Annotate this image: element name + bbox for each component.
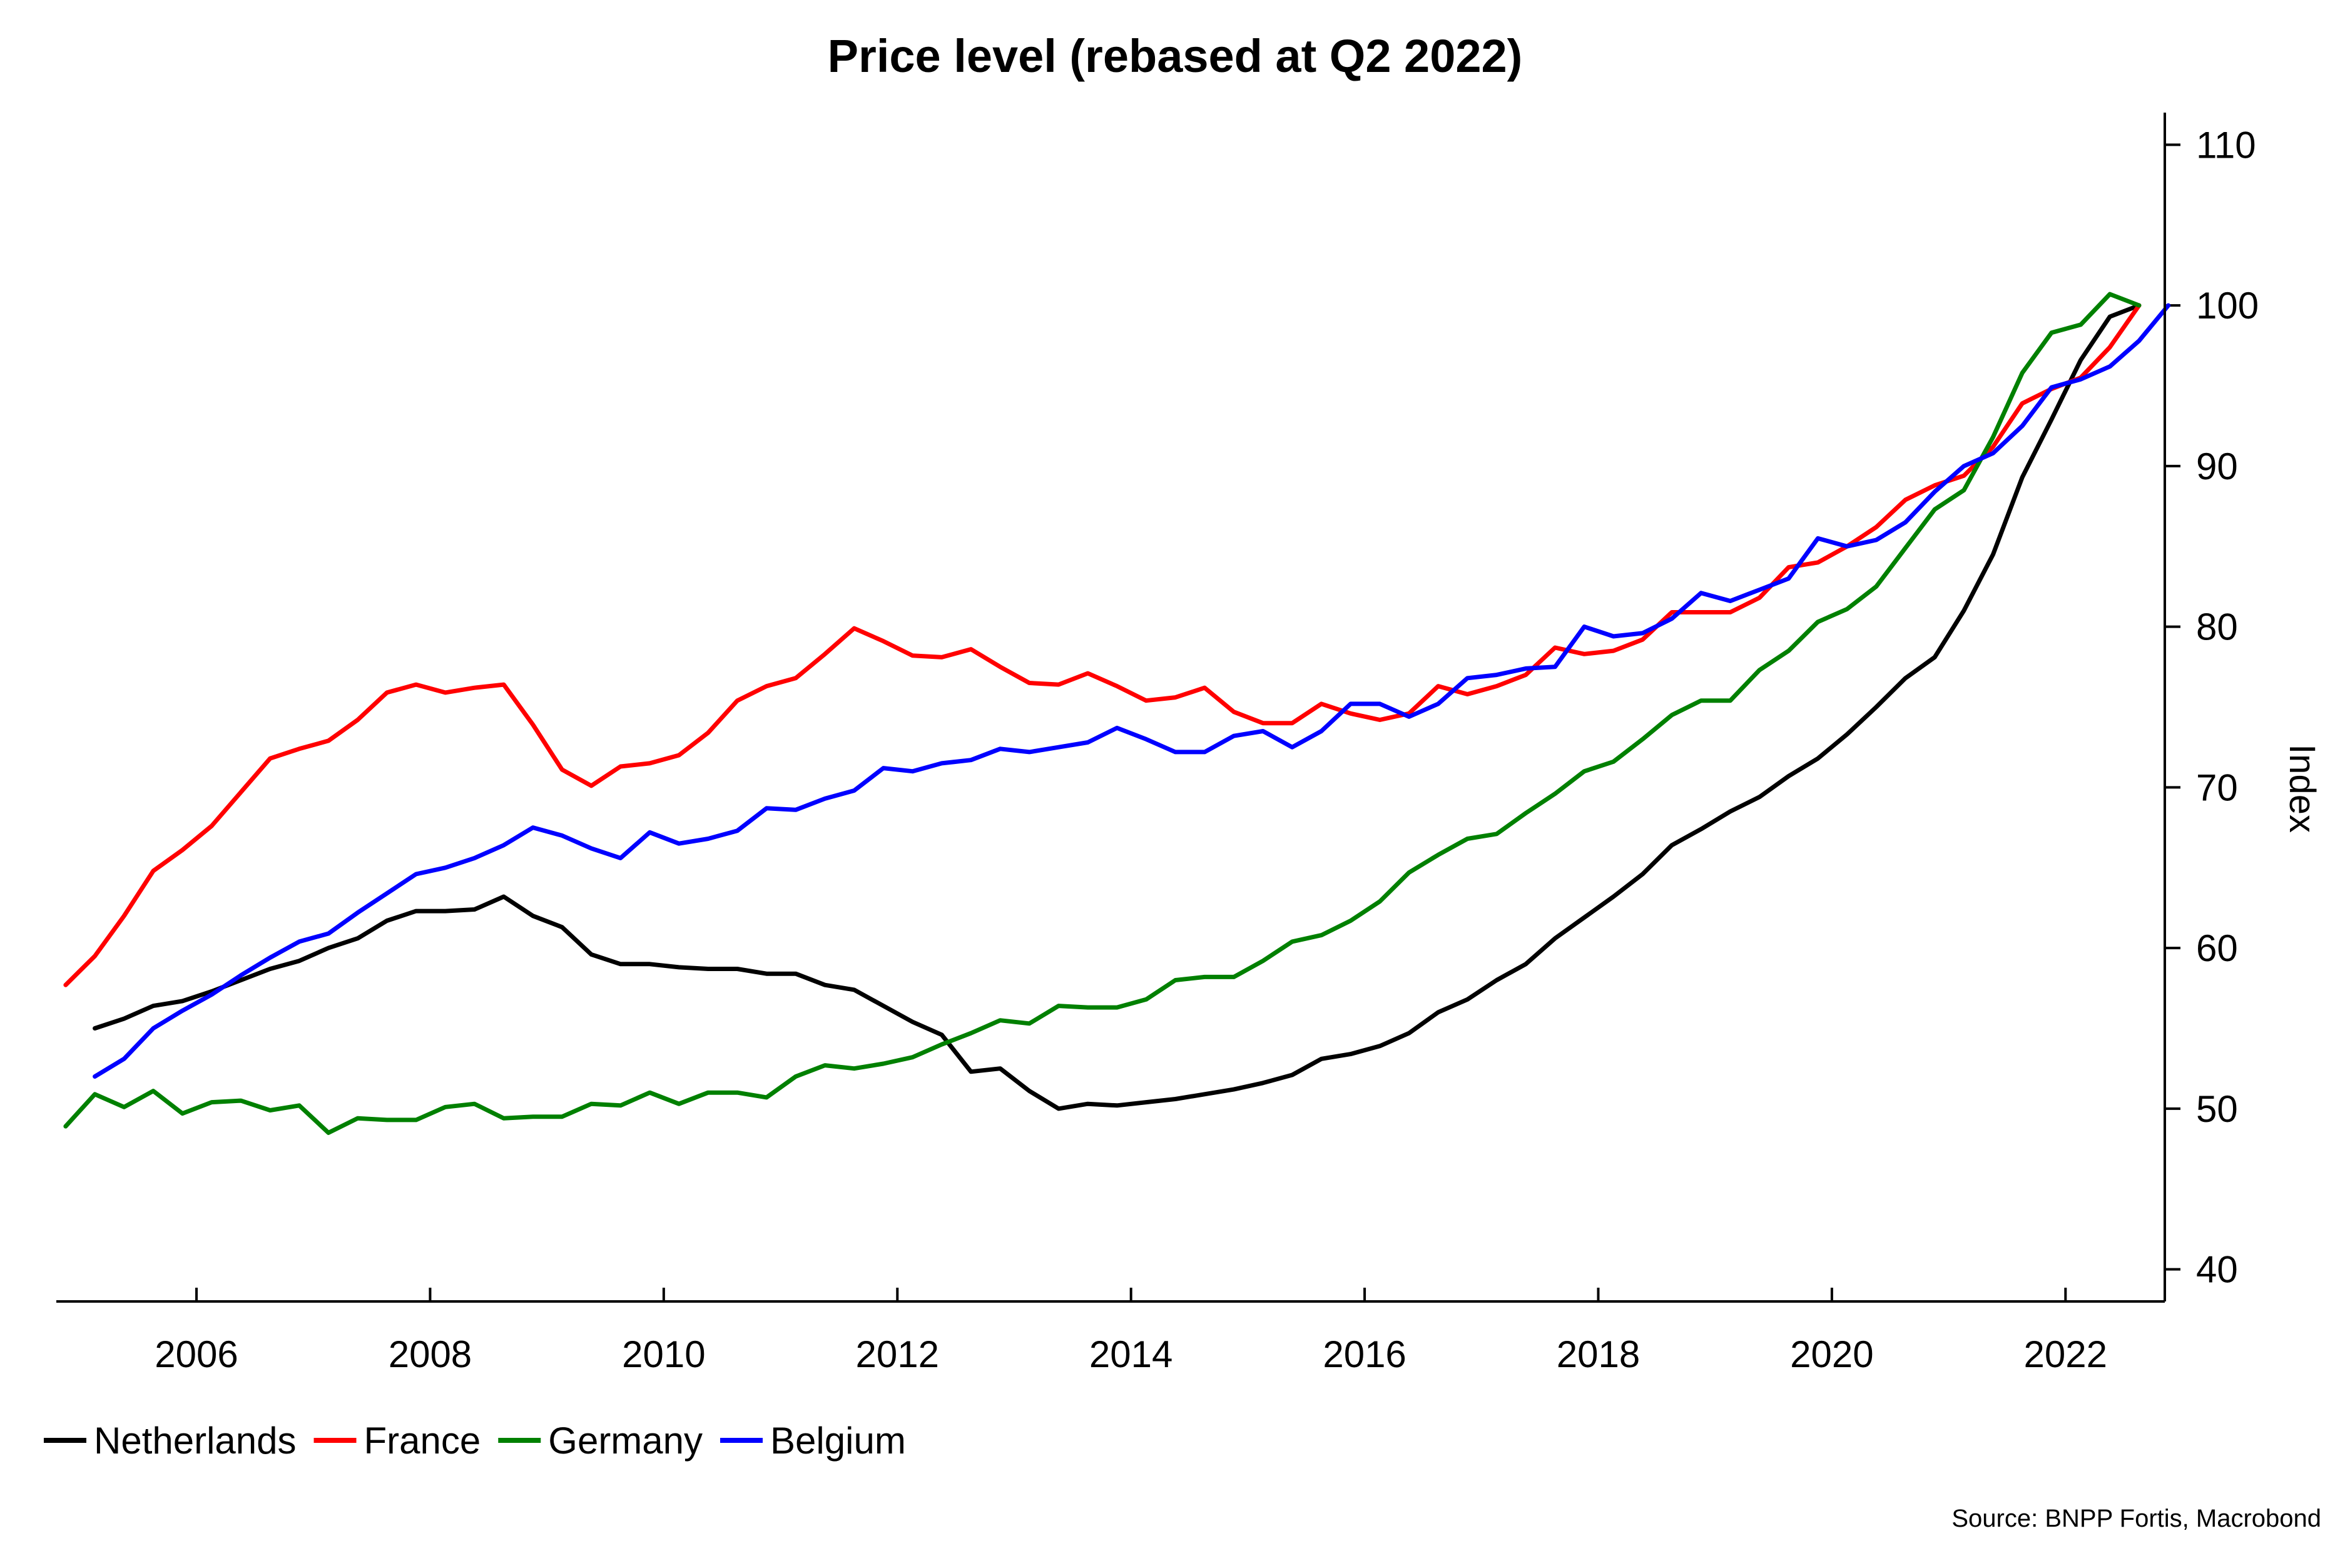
x-tick-label: 2020: [1790, 1333, 1873, 1375]
x-tick-label: 2006: [155, 1333, 238, 1375]
y-tick-label: 80: [2196, 606, 2238, 648]
legend-label: France: [364, 1420, 481, 1462]
legend: Netherlands France Germany Belgium: [44, 1420, 906, 1462]
legend-item-germany: Germany: [498, 1420, 703, 1462]
x-tick-label: 2014: [1089, 1333, 1172, 1375]
chart-title: Price level (rebased at Q2 2022): [828, 30, 1523, 82]
legend-label: Belgium: [770, 1420, 906, 1462]
x-tick-label: 2008: [389, 1333, 472, 1375]
y-tick-label: 60: [2196, 927, 2238, 969]
series-line-france: [63, 303, 2142, 987]
x-tick-label: 2010: [622, 1333, 705, 1375]
x-tick-label: 2018: [1557, 1333, 1640, 1375]
series-line-germany: [63, 292, 2142, 1135]
y-tick-label: 50: [2196, 1088, 2238, 1130]
legend-item-netherlands: Netherlands: [44, 1420, 297, 1462]
legend-item-france: France: [313, 1420, 481, 1462]
x-tick-label: 2012: [856, 1333, 939, 1375]
y-tick-label: 70: [2196, 766, 2238, 808]
y-tick-label: 40: [2196, 1249, 2238, 1291]
y-axis-ticks: 40 50 60 70 80 90 100 110: [2165, 124, 2259, 1291]
legend-item-belgium: Belgium: [720, 1420, 906, 1462]
x-tick-label: 2022: [2024, 1333, 2107, 1375]
source-note: Source: BNPP Fortis, Macrobond: [1951, 1505, 2321, 1532]
y-axis-label: Index: [2282, 744, 2322, 833]
legend-label: Germany: [548, 1420, 703, 1462]
x-axis-ticks: 2006 2008 2010 2012 2014 2016 2018 2020 2022: [155, 1288, 2107, 1375]
y-tick-label: 90: [2196, 445, 2238, 487]
legend-label: Netherlands: [94, 1420, 297, 1462]
series-line-netherlands: [93, 303, 2142, 1111]
x-tick-label: 2016: [1323, 1333, 1406, 1375]
series-line-belgium: [93, 303, 2171, 1079]
series-group: [63, 292, 2171, 1135]
y-tick-label: 110: [2196, 124, 2256, 166]
y-tick-label: 100: [2196, 285, 2259, 327]
